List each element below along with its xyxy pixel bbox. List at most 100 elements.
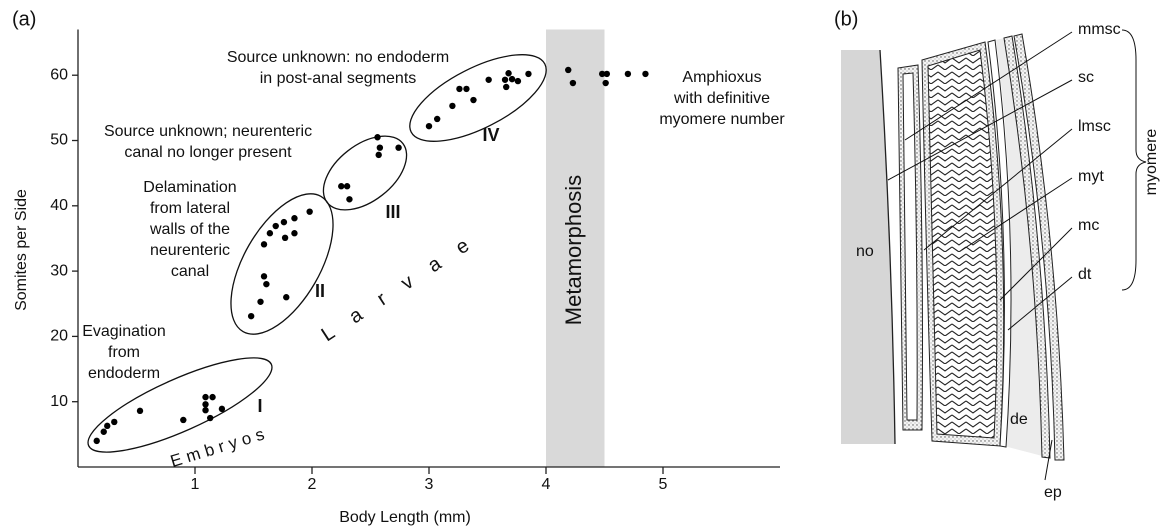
x-tick-label: 4 [542, 476, 551, 493]
mmsc-inner [902, 72, 918, 421]
x-axis-label: Body Length (mm) [339, 509, 471, 526]
x-tick-label: 1 [191, 476, 200, 493]
data-point [272, 222, 279, 230]
data-point [514, 77, 522, 85]
myotome [927, 49, 998, 439]
phase-label: Larvae [318, 223, 492, 347]
label-lmsc: lmsc [1078, 118, 1111, 135]
leader-line [961, 177, 1073, 251]
notochord [841, 50, 895, 444]
x-tick-label: 2 [308, 476, 317, 493]
y-axis-label: Somites per Side [13, 189, 30, 311]
data-point [603, 70, 611, 78]
annotation: canal [171, 263, 209, 280]
annotation: Amphioxus [682, 69, 761, 86]
group-label: I [257, 396, 262, 416]
data-point [376, 144, 384, 151]
data-point [283, 294, 290, 301]
data-point [257, 298, 264, 305]
data-point [202, 401, 209, 408]
data-point [470, 96, 477, 104]
annotation: walls of the [149, 221, 230, 238]
label-mmsc: mmsc [1078, 21, 1121, 38]
annotation: endoderm [88, 365, 160, 382]
y-tick-label: 30 [50, 262, 68, 279]
myomere-diagram: no mmsc sc lmsc myt mc dt de ep myomere [841, 21, 1160, 501]
data-point [218, 405, 226, 413]
data-point [202, 393, 209, 401]
data-point [260, 241, 268, 248]
annotation: myomere number [659, 111, 785, 128]
annotation: Source unknown; neurenteric [104, 123, 312, 140]
leader-line [1007, 276, 1073, 331]
dermis [996, 36, 1050, 458]
ep-layer [1013, 33, 1065, 461]
data-point [136, 407, 144, 415]
y-tick-label: 10 [50, 393, 68, 410]
label-mc: mc [1078, 217, 1099, 234]
group-outline [87, 357, 273, 453]
data-point [280, 218, 288, 226]
data-point [456, 85, 463, 93]
data-point [642, 70, 649, 78]
data-point [338, 183, 345, 190]
x-tick-label: 5 [659, 476, 668, 493]
data-point [569, 79, 577, 87]
data-point [505, 70, 512, 77]
data-point [291, 230, 298, 237]
label-de: de [1010, 411, 1028, 428]
data-point [463, 85, 470, 93]
data-point [565, 66, 572, 74]
metamorphosis-band [546, 29, 605, 467]
data-point [449, 102, 456, 110]
data-point [501, 76, 509, 83]
annotation: Delamination [143, 179, 236, 196]
phase-label: Embryos [168, 423, 271, 471]
label-dt: dt [1078, 266, 1092, 283]
label-myt: myt [1078, 168, 1104, 185]
data-point [425, 122, 433, 130]
y-tick-label: 40 [50, 197, 68, 214]
label-no: no [856, 243, 874, 260]
data-point [375, 151, 382, 159]
group-label: II [315, 281, 325, 301]
leader-line [1044, 439, 1053, 481]
data-point [111, 418, 118, 426]
y-tick-label: 50 [50, 132, 68, 149]
leader-line [999, 227, 1073, 301]
data-point [395, 144, 402, 151]
scatter-chart: Metamorphosis 1 2 3 4 5 10 20 30 40 50 60 Body Lengt… [13, 29, 785, 526]
bracket-label: myomere [1143, 129, 1160, 196]
data-point [93, 437, 100, 445]
y-tick-label: 20 [50, 328, 68, 345]
group-label: IV [482, 125, 499, 145]
group-outline [409, 54, 547, 142]
label-ep: ep [1044, 484, 1062, 501]
x-tick-label: 3 [425, 476, 434, 493]
data-point [263, 280, 270, 288]
bracket [1121, 29, 1147, 291]
leader-line [923, 128, 1073, 251]
data-point [207, 414, 214, 422]
dt-layer [1003, 35, 1051, 459]
data-point [209, 393, 216, 401]
data-point [503, 83, 510, 91]
mc-layer [987, 39, 1012, 448]
data-point [433, 115, 441, 123]
data-point [525, 70, 532, 78]
data-point [346, 196, 353, 203]
data-point [180, 416, 187, 424]
data-point [598, 70, 606, 78]
annotation: from [108, 344, 140, 361]
data-point [100, 428, 107, 435]
data-point [508, 75, 516, 83]
data-point [291, 215, 298, 222]
y-tick-label: 60 [50, 66, 68, 83]
annotation: from lateral [150, 200, 230, 217]
data-point [260, 273, 268, 280]
data-point [485, 76, 492, 83]
leader-line [887, 79, 1073, 181]
notochord-edge [879, 49, 896, 445]
data-point [374, 134, 381, 141]
panel-label: (a) [12, 8, 36, 30]
